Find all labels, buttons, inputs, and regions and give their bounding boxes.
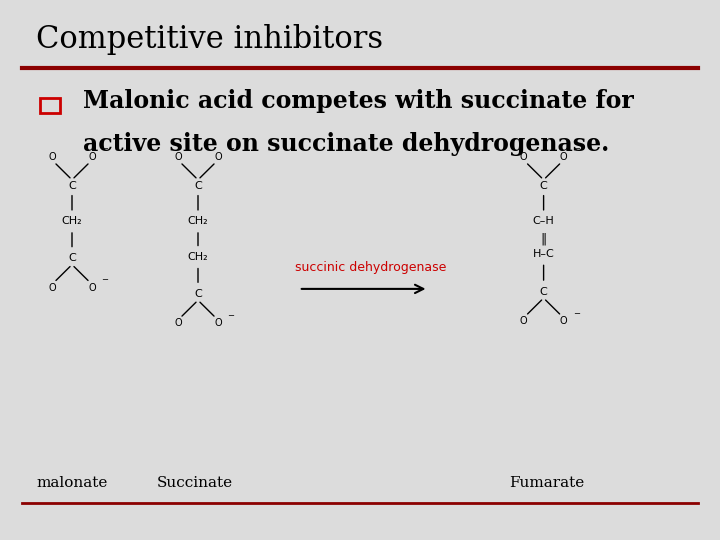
Text: C: C bbox=[540, 181, 547, 191]
Text: O: O bbox=[48, 152, 55, 161]
Text: −: − bbox=[573, 309, 580, 318]
Text: Succinate: Succinate bbox=[156, 476, 233, 490]
Text: malonate: malonate bbox=[36, 476, 108, 490]
Text: C: C bbox=[194, 181, 202, 191]
Text: C: C bbox=[68, 253, 76, 263]
Text: Fumarate: Fumarate bbox=[510, 476, 585, 490]
Text: −: − bbox=[228, 144, 235, 153]
Text: O: O bbox=[89, 152, 96, 161]
Text: CH₂: CH₂ bbox=[62, 217, 82, 226]
Text: O: O bbox=[174, 152, 181, 161]
Text: −: − bbox=[102, 275, 109, 284]
Text: Malonic acid competes with succinate for: Malonic acid competes with succinate for bbox=[83, 89, 634, 113]
Text: O: O bbox=[89, 283, 96, 293]
Text: O: O bbox=[560, 316, 567, 326]
Text: O: O bbox=[560, 152, 567, 161]
Text: CH₂: CH₂ bbox=[188, 252, 208, 262]
Text: C–H: C–H bbox=[533, 217, 554, 226]
Text: H–C: H–C bbox=[533, 249, 554, 259]
Text: C: C bbox=[68, 181, 76, 191]
Text: −: − bbox=[102, 144, 109, 153]
Text: CH₂: CH₂ bbox=[188, 217, 208, 226]
Text: O: O bbox=[520, 152, 527, 161]
Text: O: O bbox=[48, 283, 55, 293]
Text: C: C bbox=[194, 289, 202, 299]
Text: O: O bbox=[174, 319, 181, 328]
Text: O: O bbox=[520, 316, 527, 326]
Text: −: − bbox=[573, 144, 580, 153]
Text: −: − bbox=[228, 311, 235, 320]
Text: succinic dehydrogenase: succinic dehydrogenase bbox=[295, 261, 446, 274]
Text: active site on succinate dehydrogenase.: active site on succinate dehydrogenase. bbox=[83, 132, 609, 156]
Text: C: C bbox=[540, 287, 547, 296]
Text: O: O bbox=[215, 152, 222, 161]
Text: ‖: ‖ bbox=[541, 232, 546, 245]
Text: Competitive inhibitors: Competitive inhibitors bbox=[36, 24, 383, 55]
Text: O: O bbox=[215, 319, 222, 328]
